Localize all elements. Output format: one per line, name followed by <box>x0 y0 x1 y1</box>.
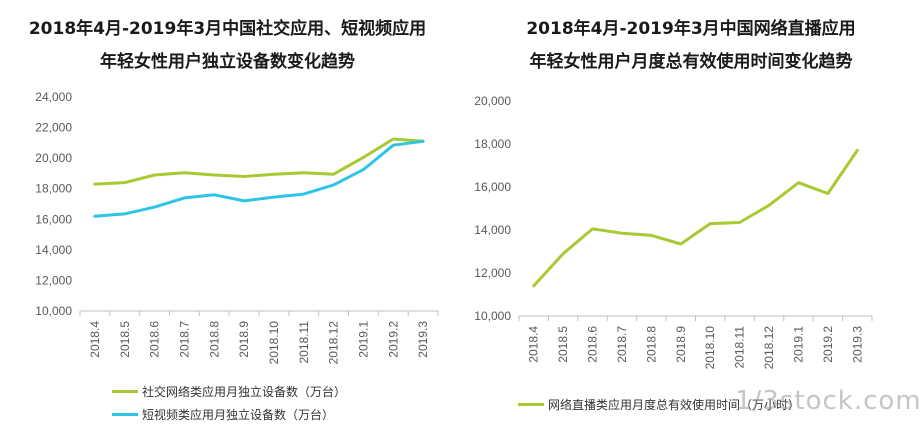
right-xtick-label: 2018.12 <box>762 326 776 370</box>
legend-swatch-shortvideo <box>112 413 138 416</box>
left-ytick-label: 12,000 <box>35 273 72 287</box>
right-xtick-label: 2018.7 <box>615 326 629 363</box>
right-line-chart: 10,000 12,000 14,000 16,000 18,000 20,000 2018… <box>474 94 873 370</box>
right-chart-title-line1: 2018年4月-2019年3月中国网络直播应用 <box>526 19 856 39</box>
left-xtick-label: 2018.4 <box>88 321 102 358</box>
left-xtick-label: 2018.5 <box>118 321 132 358</box>
left-ytick-label: 16,000 <box>35 212 72 226</box>
legend-swatch-social <box>112 390 138 393</box>
left-ytick-label: 10,000 <box>35 304 72 318</box>
right-xtick-label: 2018.9 <box>674 326 688 363</box>
left-chart-panel: 2018年4月-2019年3月中国社交应用、短视频应用 年轻女性用户独立设备数变… <box>0 0 455 428</box>
right-xtick-label: 2018.6 <box>586 326 600 363</box>
left-xtick-label: 2018.6 <box>148 321 162 358</box>
right-ytick-label: 12,000 <box>474 266 511 280</box>
left-xtick-label: 2019.3 <box>416 321 430 358</box>
left-xtick-label: 2019.2 <box>386 321 400 358</box>
right-ytick-label: 18,000 <box>474 137 511 151</box>
right-xtick-label: 2019.1 <box>791 326 805 363</box>
watermark: 1/3stock.com <box>735 386 922 416</box>
legend-item-livestream: 网络直播类应用月度总有效使用时间（万小时） <box>518 396 800 413</box>
right-xtick-label: 2018.8 <box>644 326 658 363</box>
left-ytick-label: 22,000 <box>35 121 72 135</box>
legend-item-shortvideo: 短视频类应用月独立设备数（万台） <box>112 406 334 423</box>
right-xtick-label: 2018.10 <box>703 326 717 370</box>
legend-label-social: 社交网络类应用月独立设备数（万台） <box>142 385 347 399</box>
legend-item-social: 社交网络类应用月独立设备数（万台） <box>112 383 346 400</box>
right-ytick-label: 16,000 <box>474 180 511 194</box>
right-xtick-label: 2018.11 <box>733 326 747 369</box>
right-series-line-0 <box>532 148 859 288</box>
right-chart-panel: 2018年4月-2019年3月中国网络直播应用 年轻女性用户月度总有效使用时间变… <box>460 0 922 428</box>
left-xtick-label: 2018.12 <box>327 321 341 365</box>
left-chart-title-line1: 2018年4月-2019年3月中国社交应用、短视频应用 <box>28 19 427 39</box>
left-ytick-label: 24,000 <box>35 90 72 104</box>
left-xtick-label: 2018.7 <box>177 321 191 358</box>
legend-label-shortvideo: 短视频类应用月独立设备数（万台） <box>142 408 335 422</box>
right-ytick-label: 20,000 <box>474 94 511 108</box>
left-ytick-label: 18,000 <box>35 182 72 196</box>
left-line-chart: 10,000 12,000 14,000 16,000 18,000 20,000 22,0… <box>35 90 439 365</box>
right-xtick-label: 2019.2 <box>821 326 835 363</box>
left-ytick-label: 20,000 <box>35 151 72 165</box>
left-series-line-1 <box>93 139 425 218</box>
legend-swatch-livestream <box>518 403 544 406</box>
left-xtick-label: 2018.8 <box>207 321 221 358</box>
right-chart-title-line2: 年轻女性用户月度总有效使用时间变化趋势 <box>529 52 853 72</box>
right-xtick-label: 2019.3 <box>850 326 864 363</box>
left-series-line-0 <box>93 137 425 186</box>
left-xtick-label: 2018.11 <box>297 321 311 364</box>
left-chart-title-line2: 年轻女性用户独立设备数变化趋势 <box>100 52 355 72</box>
right-ytick-label: 14,000 <box>474 223 511 237</box>
left-xtick-label: 2019.1 <box>356 321 370 358</box>
right-xtick-label: 2018.5 <box>556 326 570 363</box>
left-xtick-label: 2018.9 <box>237 321 251 358</box>
left-ytick-label: 14,000 <box>35 243 72 257</box>
right-ytick-label: 10,000 <box>474 309 511 323</box>
legend-label-livestream: 网络直播类应用月度总有效使用时间（万小时） <box>548 398 801 412</box>
left-xtick-label: 2018.10 <box>267 321 281 365</box>
right-xtick-label: 2018.4 <box>527 326 541 363</box>
